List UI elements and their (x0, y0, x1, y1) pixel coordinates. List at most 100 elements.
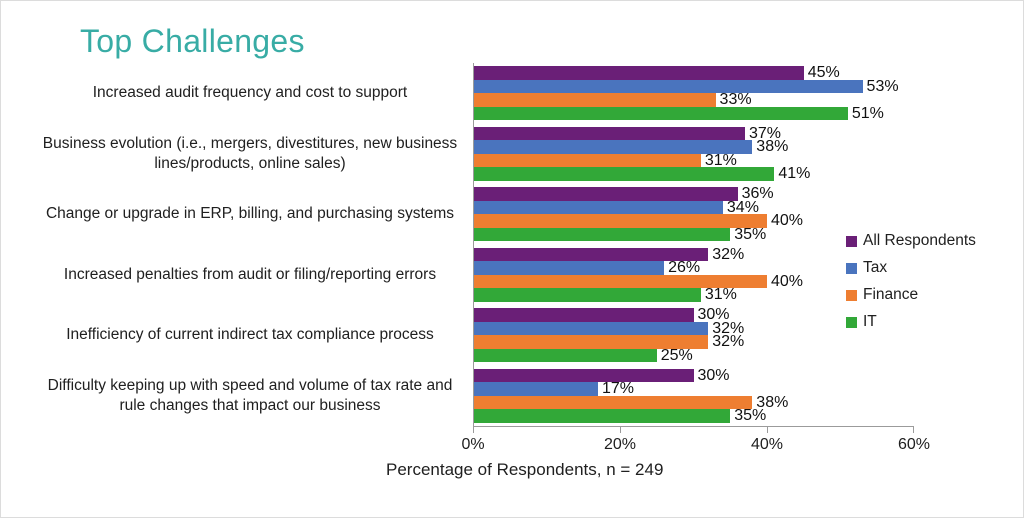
bar-group: 37% 38% 31% 41% (473, 124, 914, 182)
bar-all-respondents (473, 308, 694, 322)
category-label: Inefficiency of current indirect tax com… (66, 326, 434, 344)
value-label: 30% (697, 306, 730, 323)
x-tick-label: 0% (461, 436, 485, 453)
bar-group: 30% 17% 38% 35% (473, 366, 914, 424)
bar-tax (473, 261, 665, 275)
value-label: 34% (726, 198, 759, 216)
value-label: 53% (866, 77, 899, 95)
category-label: Business evolution (i.e., mergers, dives… (42, 134, 458, 172)
bar-it (473, 288, 701, 302)
bar-line: 32% (473, 245, 914, 263)
bar-group: 36% 34% 40% 35% (473, 185, 914, 243)
bar-group: 32% 26% 40% 31% (473, 245, 914, 303)
bar-line: 38% (473, 138, 914, 155)
chart-row: Change or upgrade in ERP, billing, and p… (39, 184, 915, 245)
legend-item-tax: Tax (846, 259, 976, 277)
x-tick-mark (473, 427, 474, 433)
bar-finance (473, 153, 701, 168)
bar-line: 32% (473, 333, 914, 350)
bar-it (473, 106, 848, 121)
bar-line: 35% (473, 225, 914, 243)
bar-line: 40% (473, 272, 914, 290)
bar-line: 35% (473, 408, 914, 424)
bar-line: 33% (473, 92, 914, 108)
bar-all-respondents (473, 126, 745, 141)
chart-row: Increased audit frequency and cost to su… (39, 63, 915, 124)
x-tick-mark (619, 427, 621, 433)
bar-finance (473, 335, 709, 349)
value-label: 32% (712, 245, 745, 263)
value-label: 25% (660, 346, 693, 364)
x-tick-mark (766, 427, 768, 433)
value-label: 32% (712, 319, 745, 337)
value-label: 36% (741, 185, 774, 202)
x-tick-label: 20% (603, 436, 636, 453)
bar-line: 40% (473, 213, 914, 229)
legend-label: All Respondents (863, 232, 976, 249)
bar-line: 26% (473, 259, 914, 276)
legend-label: Finance (863, 286, 919, 303)
value-label: 31% (704, 151, 737, 169)
bar-it (473, 348, 657, 363)
bar-line: 32% (473, 319, 914, 337)
bar-line: 34% (473, 198, 914, 216)
legend-swatch-icon (846, 262, 857, 274)
bar-all-respondents (473, 247, 709, 262)
value-label: 31% (704, 286, 737, 303)
bar-finance (473, 93, 716, 107)
legend-label: Tax (863, 259, 888, 276)
x-tick-label: 40% (750, 436, 783, 453)
bar-line: 36% (473, 185, 914, 202)
bar-line: 17% (473, 381, 914, 397)
category-label: Change or upgrade in ERP, billing, and p… (45, 205, 455, 223)
bar-line: 30% (473, 306, 914, 323)
category-label: Increased audit frequency and cost to su… (92, 84, 408, 102)
value-label: 45% (807, 64, 840, 81)
bar-tax (473, 382, 598, 396)
x-axis-title: Percentage of Respondents, n = 249 (386, 460, 664, 479)
chart-title: Top Challenges (80, 23, 305, 59)
value-label: 35% (734, 225, 767, 243)
value-label: 38% (756, 138, 789, 155)
bar-tax (473, 140, 753, 154)
bar-line: 45% (473, 64, 914, 81)
bar-line: 25% (473, 346, 914, 364)
chart-row: Difficulty keeping up with speed and vol… (39, 366, 915, 427)
category-label: Difficulty keeping up with speed and vol… (47, 376, 453, 414)
legend-swatch-icon (846, 289, 857, 301)
value-label: 51% (851, 104, 884, 122)
legend-item-finance: Finance (846, 286, 976, 304)
chart-row: Business evolution (i.e., mergers, dives… (39, 124, 915, 185)
value-label: 37% (748, 124, 781, 142)
bar-it (473, 167, 775, 181)
value-label: 30% (697, 366, 730, 384)
value-label: 26% (668, 259, 701, 276)
bar-finance (473, 274, 767, 289)
legend: All Respondents Tax Finance IT (846, 232, 976, 331)
y-axis-line (473, 63, 474, 427)
legend-item-it: IT (846, 313, 976, 331)
chart-row: Inefficiency of current indirect tax com… (39, 305, 915, 366)
bar-tax (473, 79, 863, 94)
category-label: Increased penalties from audit or filing… (63, 265, 437, 283)
bar-line: 38% (473, 393, 914, 411)
value-label: 32% (712, 333, 745, 350)
bar-line: 31% (473, 151, 914, 169)
bar-group: 45% 53% 33% 51% (473, 64, 914, 122)
x-tick-mark (913, 427, 914, 433)
bar-all-respondents (473, 368, 694, 383)
bar-line: 41% (473, 166, 914, 182)
bar-line: 31% (473, 286, 914, 303)
bar-finance (473, 214, 767, 228)
bar-it (473, 409, 731, 423)
chart-row: Increased penalties from audit or filing… (39, 245, 915, 306)
bar-line: 37% (473, 124, 914, 142)
value-label: 40% (770, 272, 804, 290)
value-label: 38% (756, 393, 789, 411)
legend-label: IT (863, 313, 877, 330)
bar-group: 30% 32% 32% 25% (473, 306, 914, 364)
legend-swatch-icon (846, 316, 857, 328)
bar-line: 51% (473, 104, 914, 122)
bar-finance (473, 395, 753, 410)
